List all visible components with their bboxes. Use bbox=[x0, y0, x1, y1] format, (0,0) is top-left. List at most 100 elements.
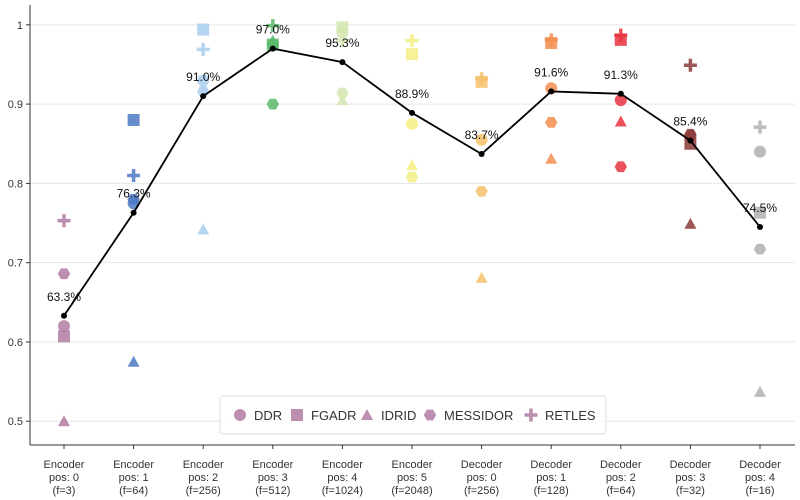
data-label-5: 88.9% bbox=[395, 87, 429, 101]
point-retles-5 bbox=[405, 34, 419, 48]
grid bbox=[30, 24, 795, 422]
point-messidor-3 bbox=[266, 98, 279, 110]
legend-marker-idrid bbox=[361, 409, 373, 420]
x-tick-label-2: Encoder pos: 2 (f=256) bbox=[183, 459, 224, 497]
point-retles-2 bbox=[196, 42, 210, 56]
point-retles-10 bbox=[753, 120, 767, 134]
point-retles-7 bbox=[544, 33, 558, 47]
data-label-9: 85.4% bbox=[673, 115, 707, 129]
point-ddr-6 bbox=[475, 133, 488, 146]
legend-marker-fgadr bbox=[291, 409, 303, 421]
point-messidor-1 bbox=[127, 193, 140, 205]
point-idrid-1 bbox=[127, 355, 140, 367]
point-ddr-0 bbox=[58, 320, 70, 333]
point-retles-8 bbox=[614, 28, 628, 42]
legend-label-retles: RETLES bbox=[545, 408, 596, 423]
data-label-0: 63.3% bbox=[47, 290, 81, 304]
point-idrid-5 bbox=[406, 159, 418, 171]
point-fgadr-1 bbox=[127, 113, 140, 126]
data-label-7: 91.6% bbox=[534, 65, 568, 79]
legend-label-ddr: DDR bbox=[254, 408, 282, 423]
point-fgadr-10 bbox=[754, 206, 766, 219]
point-retles-6 bbox=[475, 72, 489, 86]
y-tick-label-4: 0.9 bbox=[8, 99, 23, 111]
point-fgadr-2 bbox=[197, 23, 210, 36]
point-idrid-2 bbox=[197, 223, 210, 235]
point-idrid-10 bbox=[754, 385, 766, 397]
data-label-10: 74.5% bbox=[743, 201, 777, 215]
point-messidor-0 bbox=[57, 268, 71, 280]
x-tick-label-6: Decoder pos: 0 (f=256) bbox=[461, 459, 503, 497]
point-messidor-4 bbox=[336, 87, 349, 99]
point-idrid-6 bbox=[475, 271, 488, 283]
legend-marker-messidor bbox=[423, 409, 437, 421]
x-tick-label-1: Encoder pos: 1 (f=64) bbox=[113, 459, 154, 497]
point-idrid-8 bbox=[614, 115, 627, 127]
x-tick-label-3: Encoder pos: 3 (f=512) bbox=[252, 459, 293, 497]
x-tick-label-8: Decoder pos: 2 (f=64) bbox=[600, 459, 642, 497]
point-messidor-5 bbox=[405, 171, 419, 183]
data-label-1: 76.3% bbox=[117, 187, 151, 201]
legend: DDR FGADR IDRID MESSIDOR RETLES bbox=[219, 395, 607, 435]
average-point-9 bbox=[687, 137, 694, 144]
average-point-6 bbox=[478, 151, 485, 158]
average-point-0 bbox=[61, 312, 67, 319]
point-retles-1 bbox=[127, 168, 141, 182]
x-tick-label-9: Decoder pos: 3 (f=32) bbox=[670, 459, 712, 497]
average-point-10 bbox=[757, 223, 763, 230]
point-idrid-3 bbox=[266, 34, 279, 46]
point-messidor-8 bbox=[614, 161, 627, 173]
point-ddr-2 bbox=[197, 74, 210, 87]
data-label-6: 83.7% bbox=[465, 128, 499, 142]
data-points bbox=[57, 19, 767, 427]
point-retles-3 bbox=[266, 19, 280, 33]
average-point-7 bbox=[548, 88, 555, 95]
legend-label-messidor: MESSIDOR bbox=[444, 408, 513, 423]
point-idrid-4 bbox=[336, 94, 349, 106]
point-fgadr-4 bbox=[336, 21, 349, 34]
data-label-4: 95.3% bbox=[325, 36, 359, 50]
legend-marker-ddr bbox=[234, 409, 246, 421]
data-label-2: 91.0% bbox=[186, 70, 220, 84]
point-fgadr-9 bbox=[684, 137, 697, 150]
point-messidor-10 bbox=[753, 243, 767, 255]
x-tick-label-5: Encoder pos: 5 (f=2048) bbox=[391, 459, 432, 497]
legend-label-idrid: IDRID bbox=[381, 408, 416, 423]
point-fgadr-5 bbox=[406, 48, 418, 61]
y-tick-label-1: 0.6 bbox=[8, 337, 23, 349]
point-retles-0 bbox=[57, 214, 71, 228]
point-retles-9 bbox=[683, 58, 697, 72]
y-tick-label-2: 0.7 bbox=[8, 258, 23, 270]
x-tick-label-0: Encoder pos: 0 (f=3) bbox=[44, 459, 85, 497]
legend-marker-retles bbox=[524, 408, 538, 422]
point-ddr-8 bbox=[614, 94, 627, 107]
y-tick-label-3: 0.8 bbox=[8, 178, 23, 190]
x-tick-label-4: Encoder pos: 4 (f=1024) bbox=[322, 459, 363, 497]
average-point-5 bbox=[409, 109, 415, 116]
y-tick-label-0: 0.5 bbox=[8, 416, 23, 428]
point-idrid-9 bbox=[684, 217, 697, 229]
average-point-3 bbox=[269, 45, 276, 52]
average-point-4 bbox=[339, 59, 346, 66]
point-retles-4 bbox=[335, 34, 349, 48]
y-tick-label-5: 1 bbox=[17, 20, 23, 32]
point-fgadr-0 bbox=[58, 330, 70, 343]
point-messidor-7 bbox=[545, 116, 558, 128]
legend-label-fgadr: FGADR bbox=[311, 408, 357, 423]
point-messidor-6 bbox=[475, 185, 488, 197]
data-label-8: 91.3% bbox=[604, 68, 638, 82]
point-ddr-10 bbox=[754, 145, 766, 158]
point-idrid-7 bbox=[545, 152, 558, 164]
point-messidor-9 bbox=[684, 128, 697, 140]
axes: 0.5 0.6 0.7 0.8 0.9 1 Encoder pos: 0 (f=3) Encode… bbox=[8, 5, 795, 497]
average-point-8 bbox=[617, 90, 624, 97]
data-label-3: 97.0% bbox=[256, 23, 290, 37]
point-idrid-0 bbox=[58, 415, 70, 427]
legend-box bbox=[219, 395, 607, 435]
average-line bbox=[61, 45, 763, 319]
average-point-2 bbox=[200, 93, 207, 100]
average-point-1 bbox=[130, 209, 137, 216]
x-tick-label-7: Decoder pos: 1 (f=128) bbox=[530, 459, 572, 497]
